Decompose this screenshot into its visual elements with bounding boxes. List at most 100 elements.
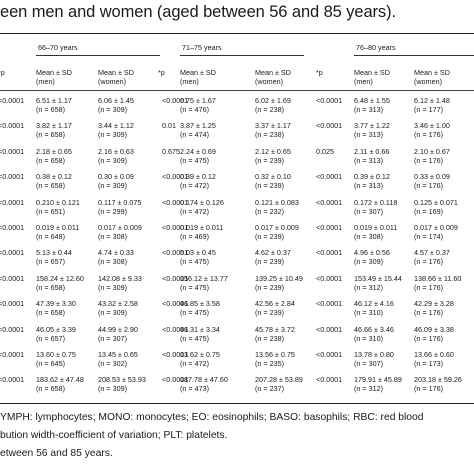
women-value-cell: 0.017 ± 0.009 (n = 174): [414, 223, 458, 242]
mean-sd-value: 6.48 ± 1.55: [354, 96, 390, 105]
women-value-cell: 0.017 ± 0.009 (n = 308): [98, 223, 142, 242]
sample-size: (n = 307): [354, 207, 383, 217]
p-value-cell: <0.0001: [316, 274, 343, 283]
sample-size: (n = 238): [255, 105, 284, 115]
p-value-header: *p: [316, 68, 323, 77]
men-value-cell: 0.174 ± 0.126 (n = 472): [180, 198, 224, 217]
women-value-cell: 2.10 ± 0.67 (n = 176): [414, 147, 450, 166]
p-value-cell: <0.0001: [0, 325, 25, 334]
sample-size: (n = 645): [36, 359, 65, 369]
women-value-cell: 4.74 ± 0.33 (n = 308): [98, 248, 134, 267]
sample-size: (n = 474): [180, 130, 209, 140]
sample-size: (n = 313): [354, 130, 383, 140]
mean-sd-value: 0.30 ± 0.09: [98, 172, 134, 181]
women-value-cell: 6.06 ± 1.45 (n = 309): [98, 96, 134, 115]
men-value-cell: 3.87 ± 1.25 (n = 474): [180, 121, 216, 140]
men-value-cell: 4.96 ± 0.56 (n = 309): [354, 248, 390, 267]
footnote-abbreviations: YMPH: lymphocytes; MONO: monocytes; EO: …: [0, 412, 424, 423]
mean-sd-value: 0.174 ± 0.126: [180, 198, 224, 207]
mean-sd-value: 6.06 ± 1.45: [98, 96, 134, 105]
sample-size: (n = 658): [36, 181, 65, 191]
p-value-cell: 0.025: [316, 147, 334, 156]
table-bottom-rule: [0, 403, 474, 404]
women-header-line: (women): [255, 77, 283, 87]
men-value-cell: 153.49 ± 15.44 (n = 312): [354, 274, 402, 293]
mean-sd-value: 6.02 ± 1.69: [255, 96, 291, 105]
men-value-cell: 3.82 ± 1.17 (n = 658): [36, 121, 72, 140]
men-value-cell: 46.66 ± 3.46 (n = 310): [354, 325, 394, 344]
p-value-cell: <0.0001: [316, 299, 343, 308]
sample-size: (n = 177): [414, 105, 443, 115]
age-group-rule: [354, 55, 474, 56]
men-header-line: Mean ± SD: [36, 68, 72, 77]
men-value-cell: 46.85 ± 3.58 (n = 475): [180, 299, 220, 318]
mean-sd-value: 0.017 ± 0.009: [255, 223, 299, 232]
men-value-cell: 156.12 ± 13.77 (n = 475): [180, 274, 228, 293]
men-value-cell: 0.019 ± 0.011 (n = 308): [354, 223, 397, 242]
mean-sd-value: 3.37 ± 1.17: [255, 121, 291, 130]
mean-sd-value: 2.12 ± 0.65: [255, 147, 291, 156]
p-value-cell: <0.0001: [316, 350, 343, 359]
age-group-rule: [180, 55, 304, 56]
sample-size: (n = 312): [354, 384, 383, 394]
women-value-cell: 207.28 ± 53.89 (n = 237): [255, 375, 303, 394]
p-value-cell: <0.0001: [316, 375, 343, 384]
p-value-cell: <0.0001: [162, 96, 189, 105]
sample-size: (n = 176): [414, 257, 443, 267]
sample-size: (n = 176): [414, 156, 443, 166]
age-group-header: 71–75 years: [182, 43, 222, 52]
sample-size: (n = 469): [180, 232, 209, 242]
women-header-line: Mean ± SD: [255, 68, 291, 77]
mean-sd-value: 46.05 ± 3.39: [36, 325, 76, 334]
sample-size: (n = 239): [255, 283, 284, 293]
women-value-cell: 2.12 ± 0.65 (n = 239): [255, 147, 291, 166]
p-value-cell: <0.0001: [0, 198, 25, 207]
women-value-cell: 44.99 ± 2.90 (n = 307): [98, 325, 138, 344]
p-value-cell: <0.0001: [316, 223, 343, 232]
mean-sd-value: 0.172 ± 0.118: [354, 198, 398, 207]
p-value-cell: <0.0001: [0, 96, 25, 105]
sample-size: (n = 475): [180, 283, 209, 293]
women-value-cell: 46.09 ± 3.38 (n = 176): [414, 325, 454, 344]
men-value-cell: 46.05 ± 3.39 (n = 657): [36, 325, 76, 344]
men-header-line: Mean ± SD: [354, 68, 390, 77]
sample-size: (n = 239): [255, 181, 284, 191]
mean-sd-value: 47.39 ± 3.30: [36, 299, 76, 308]
sample-size: (n = 648): [36, 232, 65, 242]
men-header: Mean ± SD (men): [354, 68, 390, 87]
p-value-cell: <0.0001: [316, 172, 343, 181]
men-header-line: (men): [36, 77, 55, 87]
men-value-cell: 6.51 ± 1.17 (n = 658): [36, 96, 72, 115]
men-value-cell: 5.13 ± 0.44 (n = 657): [36, 248, 72, 267]
mean-sd-value: 2.11 ± 0.66: [354, 147, 390, 156]
mean-sd-value: 0.38 ± 0.12: [36, 172, 72, 181]
women-value-cell: 6.02 ± 1.69 (n = 238): [255, 96, 291, 115]
men-value-cell: 0.39 ± 0.12 (n = 313): [354, 172, 390, 191]
sample-size: (n = 235): [255, 359, 284, 369]
sample-size: (n = 658): [36, 283, 65, 293]
mean-sd-value: 4.57 ± 0.37: [414, 248, 450, 257]
p-value-cell: <0.0001: [162, 325, 189, 334]
men-value-cell: 0.210 ± 0.121 (n = 651): [36, 198, 80, 217]
sample-size: (n = 173): [414, 359, 443, 369]
mean-sd-value: 156.12 ± 13.77: [180, 274, 228, 283]
mean-sd-value: 0.019 ± 0.011: [36, 223, 80, 232]
women-value-cell: 13.66 ± 0.60 (n = 173): [414, 350, 454, 369]
p-value-cell: <0.0001: [0, 248, 25, 257]
mean-sd-value: 5.03 ± 0.45: [180, 248, 216, 257]
mean-sd-value: 142.08 ± 9.33: [98, 274, 142, 283]
sample-size: (n = 312): [354, 283, 383, 293]
women-value-cell: 43.32 ± 2.58 (n = 309): [98, 299, 138, 318]
sample-size: (n = 169): [414, 207, 443, 217]
mean-sd-value: 2.10 ± 0.67: [414, 147, 450, 156]
sample-size: (n = 309): [98, 384, 127, 394]
p-value-cell: <0.0001: [0, 121, 25, 130]
header-rule: [0, 90, 474, 91]
sample-size: (n = 657): [36, 334, 65, 344]
women-value-cell: 6.12 ± 1.48 (n = 177): [414, 96, 450, 115]
sample-size: (n = 475): [180, 156, 209, 166]
men-value-cell: 179.91 ± 45.89 (n = 312): [354, 375, 402, 394]
mean-sd-value: 6.51 ± 1.17: [36, 96, 72, 105]
women-value-cell: 0.33 ± 0.09 (n = 176): [414, 172, 450, 191]
footnote-abbreviations-cont: bution width-coefficient of variation; P…: [0, 430, 228, 441]
